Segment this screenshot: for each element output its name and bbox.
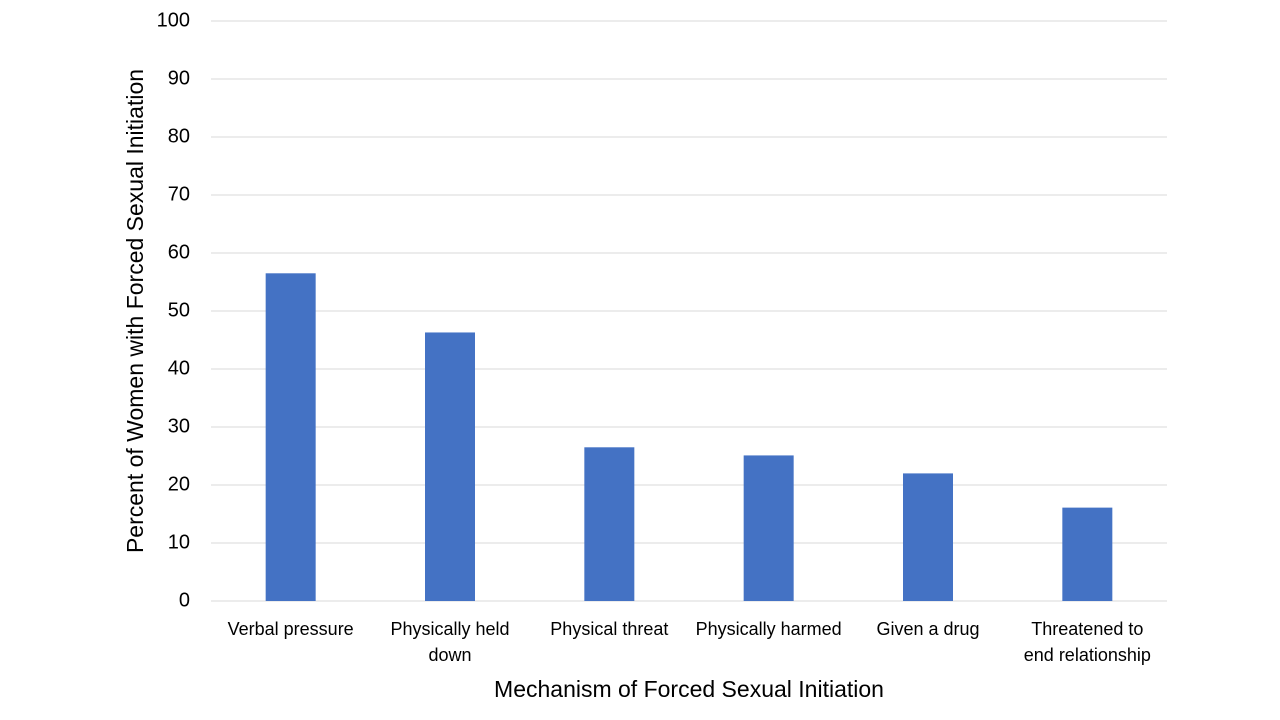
x-tick-label: Threatened to end relationship (1024, 619, 1151, 665)
bar (1062, 507, 1113, 601)
y-tick-label: 40 (168, 357, 190, 379)
x-tick-label: Verbal pressure (228, 619, 354, 639)
bar (903, 473, 953, 601)
x-tick-label: Physically harmed (696, 619, 842, 639)
x-axis-title: Mechanism of Forced Sexual Initiation (494, 676, 884, 702)
bar (265, 273, 316, 601)
y-axis-title: Percent of Women with Forced Sexual Init… (122, 69, 148, 553)
y-tick-label: 100 (157, 9, 190, 31)
x-axis-ticks: Verbal pressure Physically held downPhysic… (228, 619, 1151, 665)
x-tick-label-line: Physically held (390, 619, 509, 639)
x-tick-label-line: Threatened to (1031, 619, 1143, 639)
y-tick-label: 50 (168, 299, 190, 321)
y-tick-label: 70 (168, 183, 190, 205)
x-tick-label-line: Given a drug (876, 619, 979, 639)
y-axis-ticks: 0 10 20 30 40 50 60 70 80 90 100 (157, 9, 190, 611)
y-tick-label: 20 (168, 473, 190, 495)
y-tick-label: 60 (168, 241, 190, 263)
y-tick-label: 30 (168, 415, 190, 437)
x-tick-label-line: Physical threat (550, 619, 668, 639)
x-tick-label-line: Physically harmed (696, 619, 842, 639)
x-tick-label-line: down (428, 645, 471, 665)
y-tick-label: 0 (179, 589, 190, 611)
y-tick-label: 90 (168, 67, 190, 89)
bars (265, 273, 1113, 601)
x-tick-label: Physically held down (390, 619, 509, 665)
y-tick-label: 10 (168, 531, 190, 553)
x-tick-label-line: end relationship (1024, 645, 1151, 665)
x-tick-label-line: Verbal pressure (228, 619, 354, 639)
bar (584, 447, 635, 601)
bar (743, 455, 794, 601)
x-tick-label: Given a drug (876, 619, 979, 639)
x-tick-label: Physical threat (550, 619, 668, 639)
bar (425, 332, 475, 601)
y-tick-label: 80 (168, 125, 190, 147)
gridlines (211, 20, 1167, 602)
